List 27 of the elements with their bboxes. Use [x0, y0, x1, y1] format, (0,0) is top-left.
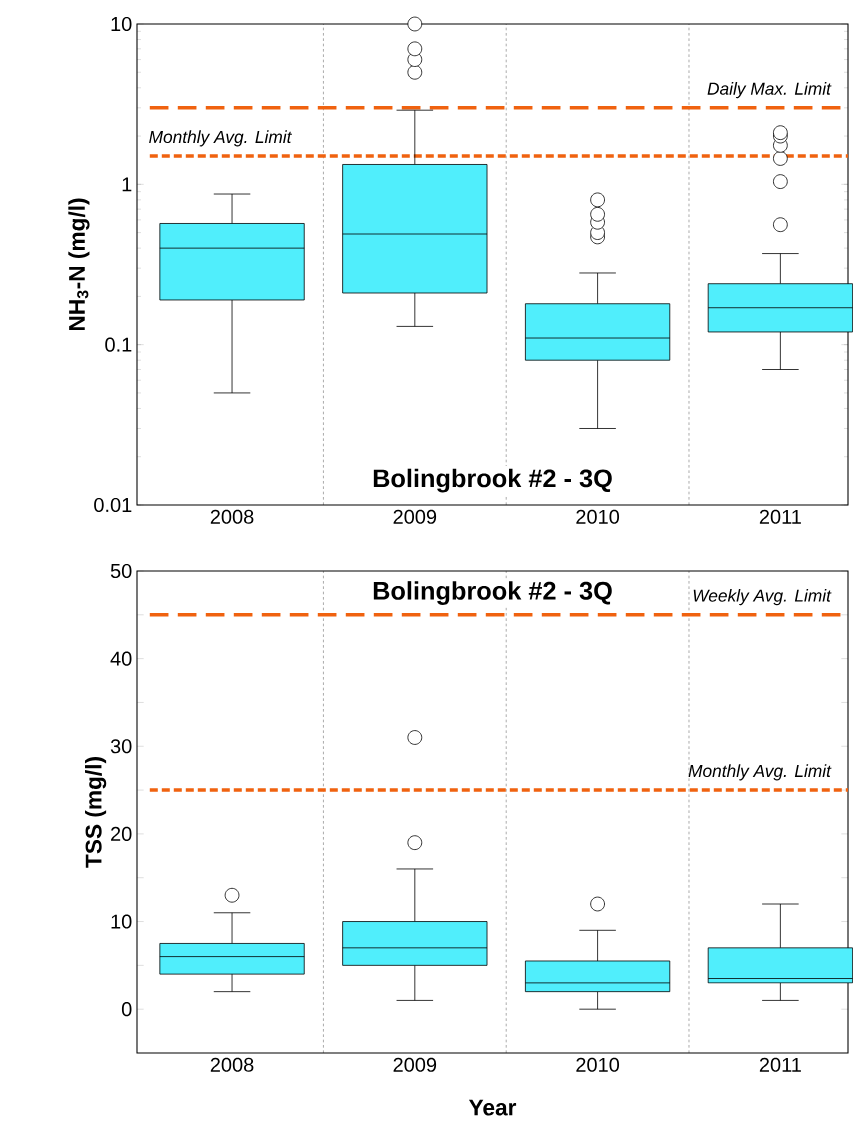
ref-line-label: Monthly Avg. Limit [149, 130, 293, 147]
y-tick-label: 1 [122, 177, 132, 192]
y-axis-title: NH$_{3}$-N (mg/l) [68, 198, 90, 331]
y-tick-label: 10 [111, 16, 132, 32]
text: Bolingbrook #2 - 3Q [373, 468, 612, 493]
x-tick-label: 2008 [210, 509, 254, 524]
y-tick-label: 10 [111, 914, 132, 929]
y-tick-label: 40 [110, 651, 132, 666]
x-tick-label: 2010 [576, 1057, 620, 1072]
ref-line-label: Daily Max. Limit [707, 82, 832, 99]
x-axis-title: Year [468, 1099, 517, 1116]
ref-line-label: Weekly Avg. Limit [693, 589, 832, 606]
x-tick-label: 2011 [759, 1057, 801, 1072]
y-tick-label: 30 [110, 739, 132, 754]
ref-line-label: Monthly Avg. Limit [688, 764, 832, 781]
x-tick-label: 2011 [759, 509, 801, 524]
x-tick-label: 2009 [393, 1057, 437, 1072]
x-tick-label: 2010 [576, 509, 620, 524]
y-axis-title: TSS (mg/l) [85, 757, 107, 868]
y-tick-label: 0.1 [105, 337, 132, 352]
chart-title: Bolingbrook #2 - 3Q [373, 581, 612, 605]
y-tick-label: 0 [121, 1002, 132, 1017]
y-tick-label: 0.01 [94, 497, 132, 513]
x-tick-label: 2008 [210, 1057, 254, 1072]
x-tick-label: 2009 [393, 509, 437, 524]
y-tick-label: 50 [110, 563, 132, 579]
y-tick-label: 20 [111, 826, 132, 841]
